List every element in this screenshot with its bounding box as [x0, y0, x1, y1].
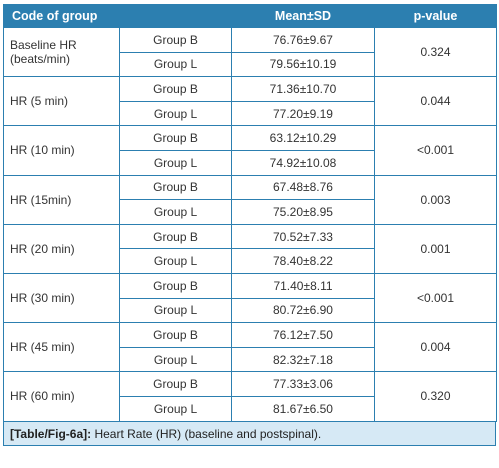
- table-row: Group L 78.40±8.22: [4, 248, 497, 274]
- group-cell: Group L: [119, 248, 232, 274]
- p-value-cell: <0.001: [374, 272, 497, 324]
- table-figure: Code of group Mean±SD p-value Baseline H…: [3, 4, 497, 446]
- mean-sd-cell: 70.52±7.33: [231, 223, 375, 250]
- p-value-cell: 0.044: [374, 76, 497, 127]
- parameter-cell: HR (60 min): [3, 371, 120, 422]
- header-row: Code of group Mean±SD p-value: [3, 4, 497, 28]
- table-row: HR (15min) Group B 67.48±8.76 0.003: [3, 174, 497, 225]
- mean-sd-cell: 76.12±7.50: [231, 322, 375, 348]
- table-row: Group L 82.32±7.18: [4, 346, 497, 373]
- mean-sd-cell: 67.48±8.76: [231, 174, 375, 201]
- group-cell: Group B: [119, 223, 232, 250]
- table-row: HR (10 min) Group B 63.12±10.29 <0.001: [3, 125, 497, 176]
- header-p-value: p-value: [374, 4, 497, 28]
- mean-sd-cell: 71.36±10.70: [231, 76, 375, 102]
- mean-sd-cell: 76.76±9.67: [231, 27, 375, 53]
- group-cell: Group B: [119, 174, 232, 201]
- table-row: HR (20 min) Group B 70.52±7.33 0.001: [3, 223, 497, 274]
- caption-label: [Table/Fig-6a]:: [10, 426, 92, 441]
- group-cell: Group L: [119, 149, 232, 176]
- group-cell: Group B: [119, 371, 232, 397]
- table-row: Group L 81.67±6.50: [4, 395, 497, 422]
- header-mean-sd: Mean±SD: [231, 4, 375, 28]
- caption-text: Heart Rate (HR) (baseline and postspinal…: [91, 426, 322, 441]
- table-row: HR (60 min) Group B 77.33±3.06 0.320: [3, 371, 497, 422]
- mean-sd-cell: 63.12±10.29: [231, 125, 375, 151]
- group-cell: Group L: [119, 346, 232, 373]
- mean-sd-cell: 74.92±10.08: [231, 149, 375, 176]
- table-caption: [Table/Fig-6a]: Heart Rate (HR) (baselin…: [3, 421, 496, 446]
- table-row: Group L 75.20±8.95: [4, 199, 497, 225]
- header-code-of-group: Code of group: [3, 4, 232, 28]
- mean-sd-cell: 80.72±6.90: [231, 297, 375, 324]
- mean-sd-cell: 77.20±9.19: [231, 100, 375, 127]
- group-cell: Group L: [119, 395, 232, 422]
- mean-sd-cell: 77.33±3.06: [231, 371, 375, 397]
- group-cell: Group L: [119, 199, 232, 225]
- table-row: Group L 74.92±10.08: [4, 149, 497, 176]
- table-row: Group L 77.20±9.19: [4, 100, 497, 127]
- p-value-cell: 0.001: [374, 223, 497, 274]
- parameter-cell: HR (5 min): [3, 76, 120, 127]
- mean-sd-cell: 81.67±6.50: [231, 395, 375, 422]
- table-row: Group L 79.56±10.19: [4, 51, 497, 78]
- parameter-cell: HR (45 min): [3, 322, 120, 373]
- table-row: HR (30 min) Group B 71.40±8.11 <0.001: [3, 272, 497, 324]
- mean-sd-cell: 79.56±10.19: [231, 51, 375, 78]
- table-row: HR (45 min) Group B 76.12±7.50 0.004: [3, 322, 497, 373]
- group-cell: Group L: [119, 100, 232, 127]
- group-cell: Group L: [119, 297, 232, 324]
- heart-rate-table: Code of group Mean±SD p-value Baseline H…: [3, 4, 497, 422]
- group-cell: Group B: [119, 76, 232, 102]
- table-row: Baseline HR (beats/min) Group B 76.76±9.67…: [3, 26, 497, 78]
- parameter-cell: Baseline HR (beats/min): [3, 26, 120, 78]
- group-cell: Group B: [119, 125, 232, 151]
- parameter-cell: HR (10 min): [3, 125, 120, 176]
- group-cell: Group B: [119, 272, 232, 299]
- p-value-cell: 0.004: [374, 322, 497, 373]
- table-row: Group L 80.72±6.90: [4, 297, 497, 324]
- group-cell: Group B: [119, 27, 232, 53]
- p-value-cell: 0.324: [374, 26, 497, 78]
- group-cell: Group L: [119, 51, 232, 78]
- parameter-cell: HR (20 min): [3, 223, 120, 274]
- mean-sd-cell: 78.40±8.22: [231, 248, 375, 274]
- p-value-cell: 0.003: [374, 174, 497, 225]
- mean-sd-cell: 75.20±8.95: [231, 199, 375, 225]
- parameter-cell: HR (15min): [3, 174, 120, 225]
- p-value-cell: 0.320: [374, 371, 497, 422]
- mean-sd-cell: 82.32±7.18: [231, 346, 375, 373]
- p-value-cell: <0.001: [374, 125, 497, 176]
- group-cell: Group B: [119, 322, 232, 348]
- mean-sd-cell: 71.40±8.11: [231, 272, 375, 299]
- parameter-cell: HR (30 min): [3, 272, 120, 324]
- table-row: HR (5 min) Group B 71.36±10.70 0.044: [3, 76, 497, 127]
